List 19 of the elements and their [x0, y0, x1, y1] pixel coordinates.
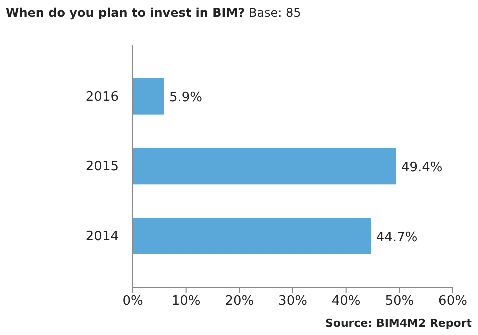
chart-title: When do you plan to invest in BIM?	[6, 6, 246, 20]
chart-subtitle: Base: 85	[245, 6, 302, 20]
data-label: 44.7%	[376, 230, 418, 246]
bar	[133, 78, 164, 115]
y-tick-label: 2016	[86, 90, 119, 105]
x-tick-label: 40%	[332, 294, 361, 310]
y-tick-label: 2015	[86, 160, 119, 175]
bar	[133, 218, 372, 254]
data-label: 5.9%	[169, 90, 202, 106]
bar	[133, 148, 396, 185]
source-note: Source: BIM4M2 Report	[326, 317, 472, 330]
y-tick-label: 2014	[86, 229, 119, 244]
data-label: 49.4%	[401, 160, 443, 176]
x-tick-label: 20%	[225, 294, 254, 310]
x-tick-label: 60%	[438, 294, 468, 310]
x-tick-label: 10%	[172, 294, 201, 310]
x-tick-label: 30%	[278, 294, 308, 310]
x-tick-label: 0%	[122, 294, 144, 310]
x-tick-label: 50%	[385, 294, 414, 310]
